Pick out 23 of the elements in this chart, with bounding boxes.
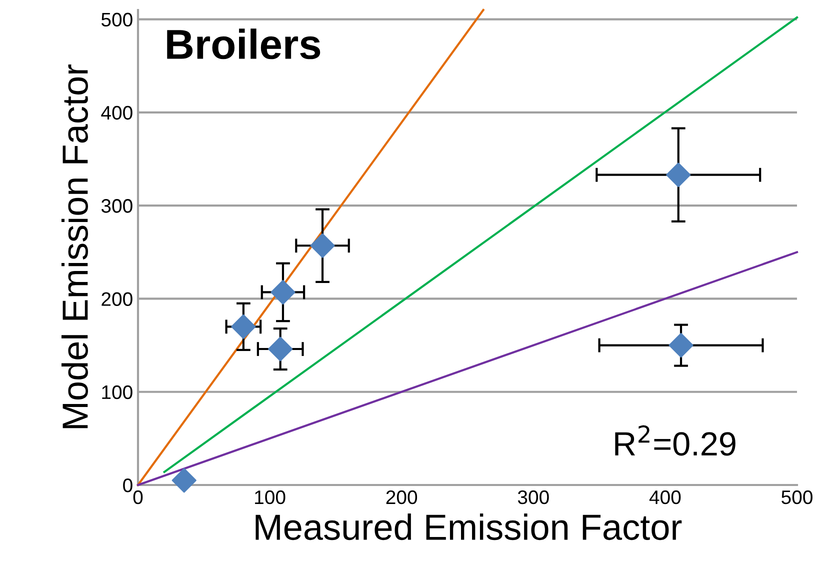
y-tick-label: 100	[102, 385, 132, 400]
x-tick-label: 200	[386, 490, 418, 504]
x-tick-label: 300	[518, 490, 549, 504]
point	[668, 332, 694, 358]
x-axis-title: Measured Emission Factor	[256, 514, 682, 540]
annotation: R$^{2}$=0.29	[615, 425, 736, 456]
x-tick-label: 0	[133, 490, 143, 504]
point	[310, 233, 335, 258]
x-tick-label: 500	[782, 490, 812, 504]
point	[270, 280, 296, 305]
y-tick-label: 0	[123, 478, 132, 492]
point	[268, 336, 293, 362]
point	[172, 468, 196, 493]
y-tick-label: 300	[101, 199, 132, 213]
annotation: Broilers	[167, 28, 320, 60]
y-tick-label: 400	[101, 106, 132, 120]
y-tick-label: 200	[102, 292, 132, 306]
point	[231, 314, 256, 339]
y-axis-title: Model Emission Factor	[61, 64, 88, 428]
x-tick-label: 400	[649, 490, 681, 504]
y-tick-label: 500	[101, 12, 132, 27]
point	[666, 162, 691, 188]
x-tick-label: 100	[255, 490, 286, 504]
